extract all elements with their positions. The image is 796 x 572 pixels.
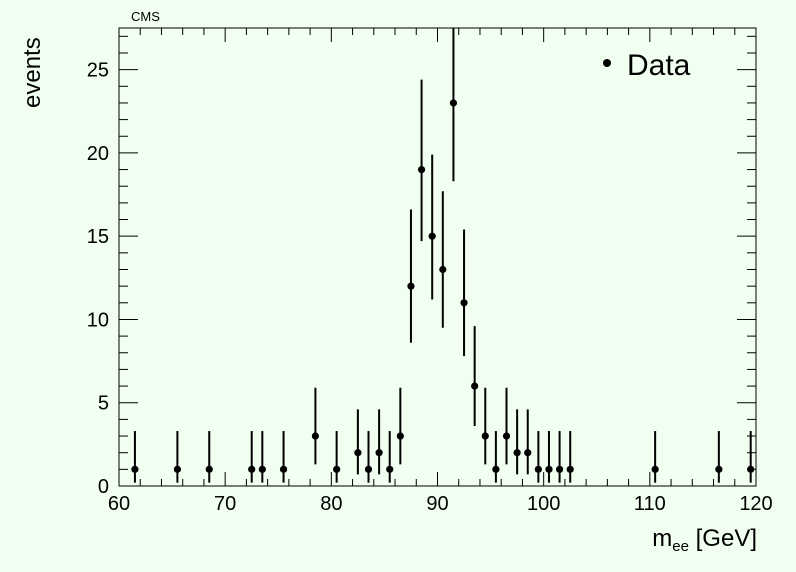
- data-marker: [248, 465, 256, 473]
- data-point: [460, 229, 468, 357]
- header-label: CMS: [131, 9, 160, 24]
- data-point: [513, 409, 521, 475]
- data-marker: [311, 432, 320, 440]
- data-marker: [524, 449, 532, 457]
- x-axis-title: mee [GeV]: [652, 525, 757, 555]
- data-marker: [417, 165, 426, 174]
- data-point: [555, 431, 564, 483]
- x-tick-label: 70: [214, 493, 236, 515]
- x-axis-title-unit: [GeV]: [689, 525, 757, 552]
- data-point: [524, 409, 532, 475]
- data-point: [131, 431, 139, 483]
- y-axis-tick-labels: 0 5 10 15 20 25: [87, 60, 109, 498]
- data-point: [566, 431, 574, 483]
- data-marker: [258, 465, 266, 473]
- data-point: [481, 387, 489, 465]
- x-axis-tick-labels: 60 70 80 90 100 110 120: [108, 493, 773, 515]
- x-axis-title-main: m: [652, 525, 672, 552]
- data-point: [279, 431, 288, 483]
- data-point: [439, 191, 447, 328]
- y-tick-label: 5: [98, 393, 109, 415]
- data-marker: [375, 449, 383, 457]
- y-tick-label: 20: [87, 143, 109, 165]
- data-marker: [396, 432, 404, 440]
- data-marker: [173, 465, 181, 473]
- x-tick-label: 120: [739, 493, 772, 515]
- data-point: [258, 431, 266, 483]
- data-marker: [545, 465, 553, 473]
- x-tick-label: 100: [527, 493, 560, 515]
- data-marker: [492, 465, 500, 473]
- data-marker: [439, 265, 447, 274]
- legend: Data: [603, 49, 691, 82]
- x-axis-ticks: [118, 28, 757, 486]
- data-point: [715, 431, 723, 483]
- data-point: [502, 387, 511, 465]
- data-marker: [566, 465, 574, 473]
- data-point: [248, 431, 256, 483]
- data-points: [131, 28, 755, 483]
- data-point: [417, 79, 426, 242]
- legend-marker-data: [603, 59, 611, 67]
- data-point: [386, 431, 394, 483]
- x-tick-label: 90: [426, 493, 448, 515]
- data-marker: [460, 299, 468, 307]
- data-point: [364, 431, 373, 483]
- data-marker: [651, 465, 659, 473]
- data-point: [375, 409, 383, 475]
- data-point: [534, 431, 542, 483]
- data-marker: [279, 465, 288, 473]
- x-axis-title-subscript: ee: [672, 538, 689, 555]
- y-tick-label: 25: [87, 60, 109, 82]
- data-marker: [364, 465, 373, 473]
- y-tick-label: 15: [87, 226, 109, 248]
- data-marker: [502, 432, 511, 440]
- data-point: [449, 28, 458, 182]
- y-tick-label: 0: [98, 476, 109, 498]
- x-tick-label: 80: [320, 493, 342, 515]
- data-point: [471, 326, 479, 427]
- data-marker: [428, 232, 436, 240]
- data-marker: [407, 282, 415, 290]
- y-axis-title: events: [19, 37, 46, 108]
- data-marker: [471, 382, 479, 390]
- data-point: [396, 387, 404, 465]
- y-tick-label: 10: [87, 309, 109, 331]
- data-marker: [747, 465, 755, 473]
- data-marker: [449, 99, 458, 107]
- data-point: [651, 431, 659, 483]
- data-point: [428, 154, 436, 300]
- data-point: [311, 387, 320, 465]
- data-point: [492, 431, 500, 483]
- data-marker: [555, 465, 564, 473]
- data-point: [354, 409, 362, 475]
- data-marker: [715, 465, 723, 473]
- data-marker: [534, 465, 542, 473]
- data-point: [173, 431, 181, 483]
- data-point: [205, 431, 213, 483]
- x-tick-label: 110: [634, 493, 666, 515]
- legend-label-data: Data: [627, 49, 691, 82]
- data-point: [747, 431, 755, 483]
- data-point: [407, 209, 415, 343]
- x-tick-label: 60: [108, 493, 130, 515]
- data-marker: [354, 449, 362, 457]
- data-marker: [513, 449, 521, 457]
- data-marker: [386, 465, 394, 473]
- data-point: [333, 431, 341, 483]
- data-marker: [333, 465, 341, 473]
- data-point: [545, 431, 553, 483]
- data-marker: [205, 465, 213, 473]
- data-marker: [131, 465, 139, 473]
- data-marker: [481, 432, 489, 440]
